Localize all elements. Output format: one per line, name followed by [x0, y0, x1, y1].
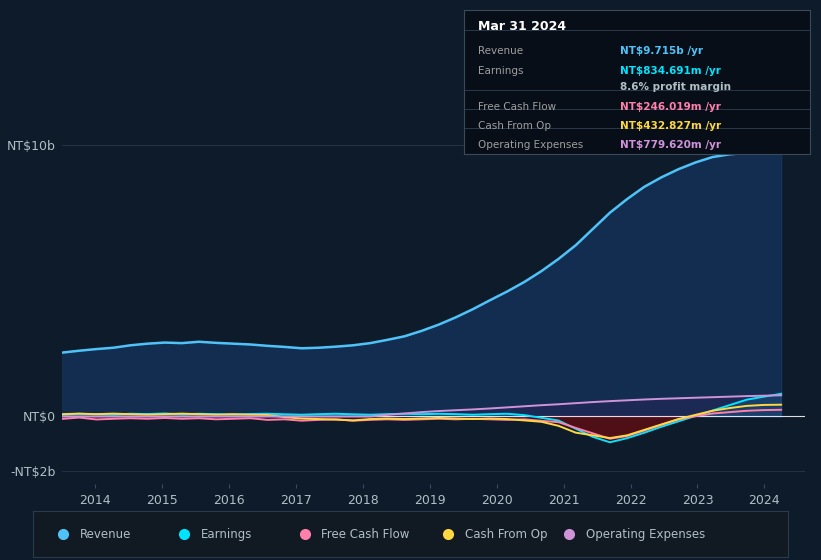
Text: NT$432.827m /yr: NT$432.827m /yr [620, 121, 721, 131]
Text: 8.6% profit margin: 8.6% profit margin [620, 82, 731, 92]
Text: NT$246.019m /yr: NT$246.019m /yr [620, 102, 721, 112]
Text: Revenue: Revenue [80, 528, 131, 541]
Text: NT$834.691m /yr: NT$834.691m /yr [620, 66, 721, 76]
Text: Cash From Op: Cash From Op [465, 528, 548, 541]
Text: NT$9.715b /yr: NT$9.715b /yr [620, 46, 703, 55]
Text: Cash From Op: Cash From Op [478, 121, 551, 131]
Text: Free Cash Flow: Free Cash Flow [478, 102, 556, 112]
Text: Free Cash Flow: Free Cash Flow [321, 528, 410, 541]
Text: Mar 31 2024: Mar 31 2024 [478, 20, 566, 32]
Text: Earnings: Earnings [200, 528, 252, 541]
Text: Operating Expenses: Operating Expenses [585, 528, 705, 541]
Text: Revenue: Revenue [478, 46, 523, 55]
Text: Earnings: Earnings [478, 66, 523, 76]
Text: Operating Expenses: Operating Expenses [478, 139, 583, 150]
Text: NT$779.620m /yr: NT$779.620m /yr [620, 139, 721, 150]
